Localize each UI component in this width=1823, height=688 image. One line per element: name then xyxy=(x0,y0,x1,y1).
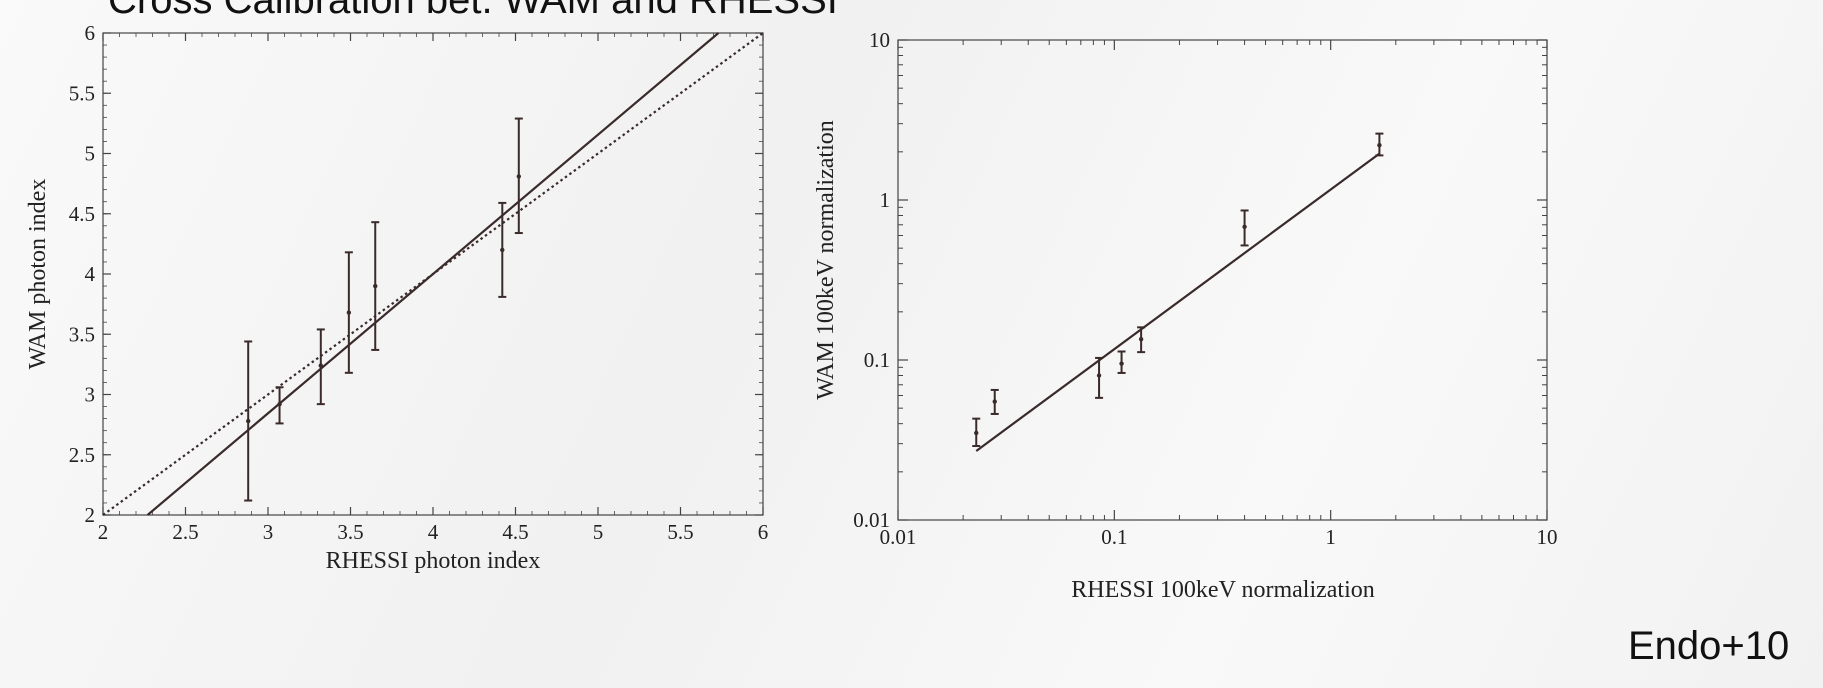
data-point xyxy=(992,399,997,404)
data-point xyxy=(1377,143,1382,148)
x-axis-label: RHESSI 100keV normalization xyxy=(1071,577,1375,603)
data-point xyxy=(318,363,323,368)
x-axis-label: RHESSI photon index xyxy=(326,548,541,574)
y-tick-label: 6 xyxy=(85,21,96,45)
x-tick-label: 6 xyxy=(758,520,769,544)
y-tick-label: 3.5 xyxy=(69,322,95,346)
y-tick-label: 10 xyxy=(869,28,890,52)
chart-normalization: 0.01 0.1 1 10 0.01 0.1 1 10 RHESSI 100keV normal… xyxy=(813,28,1558,603)
data-point xyxy=(246,418,251,424)
y-tick-label: 0.01 xyxy=(853,508,890,532)
y-tick-label: 2.5 xyxy=(69,443,95,467)
x-tick-label: 4 xyxy=(428,520,439,544)
identity-line xyxy=(102,32,764,516)
data-point xyxy=(1242,224,1247,229)
plot-frame xyxy=(897,39,1548,521)
x-tick-label: 1 xyxy=(1325,525,1336,549)
x-tick-label: 2.5 xyxy=(172,520,198,544)
data-point xyxy=(373,283,378,289)
x-tick-label: 0.01 xyxy=(880,525,917,549)
data-point xyxy=(277,401,282,407)
citation-credit: Endo+10 xyxy=(1628,624,1790,668)
y-tick-label: 2 xyxy=(85,503,96,527)
data-point xyxy=(1096,373,1102,378)
data-point xyxy=(346,310,352,315)
y-tick-label: 0.1 xyxy=(864,348,890,372)
y-tick-label: 4.5 xyxy=(69,202,95,226)
y-tick-label: 1 xyxy=(880,188,891,212)
x-tick-label: 3.5 xyxy=(337,520,363,544)
data-point xyxy=(1119,361,1124,366)
slide-title: Cross Calibration bet. WAM and RHESSI xyxy=(108,0,838,22)
data-point xyxy=(516,174,521,179)
data-point xyxy=(1138,336,1144,342)
y-tick-label: 3 xyxy=(85,383,96,407)
chart-photon-index: 2 2.5 3 3.5 4 4.5 5 5.5 6 2 2.5 3 3.5 4 4.5 5 5.5 6 RHESSI… xyxy=(25,21,768,574)
y-tick-label: 4 xyxy=(85,262,96,286)
x-tick-label: 5.5 xyxy=(667,520,693,544)
x-tick-label: 5 xyxy=(593,520,604,544)
x-tick-label: 3 xyxy=(263,520,274,544)
x-tick-label: 10 xyxy=(1537,525,1558,549)
x-tick-label: 0.1 xyxy=(1101,525,1127,549)
y-axis-label: WAM 100keV normalization xyxy=(813,120,839,400)
y-axis-label: WAM photon index xyxy=(25,179,51,370)
data-point xyxy=(974,430,979,436)
fit-line xyxy=(975,152,1381,452)
data-point xyxy=(500,247,505,253)
y-tick-label: 5.5 xyxy=(69,81,95,105)
x-tick-label: 4.5 xyxy=(502,520,528,544)
x-tick-label: 2 xyxy=(98,520,109,544)
y-tick-label: 5 xyxy=(85,142,96,166)
